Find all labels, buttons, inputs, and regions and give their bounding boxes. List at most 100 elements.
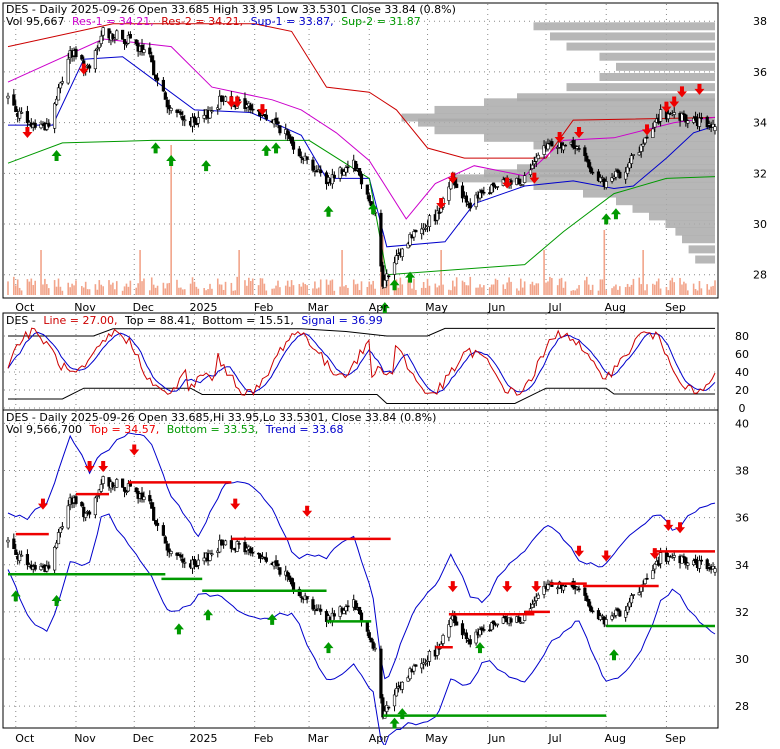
volume-bar [26, 279, 29, 295]
price-candle-body [680, 113, 684, 122]
price-candle-body [202, 115, 206, 119]
trend-sell-arrow [230, 498, 241, 510]
price-candle-body [684, 114, 688, 123]
trend-candle-body [482, 629, 486, 631]
profile-bar [616, 197, 715, 206]
buy-arrow [166, 155, 177, 167]
volume-bar [110, 284, 112, 295]
trend-candle-body [33, 565, 37, 570]
volume-bar [535, 283, 538, 295]
trend-candle-body [693, 558, 698, 563]
profile-bar [682, 235, 715, 244]
price-candle-body [495, 186, 500, 188]
price-candle-body [643, 137, 647, 144]
trend-candle-body [357, 606, 362, 615]
volume-bar [589, 289, 592, 295]
volume-bar [288, 286, 291, 295]
price-y-tick: 32 [753, 167, 767, 180]
trend-candle-body [122, 487, 127, 492]
price-candle-body [587, 159, 591, 168]
trend-candle-body [501, 617, 505, 624]
trend-candle-body [56, 532, 61, 545]
volume-bar [490, 284, 493, 295]
price-candle-body [274, 117, 278, 123]
volume-bar [632, 278, 635, 295]
profile-bar [401, 113, 715, 122]
price-x-tick: Jul [547, 301, 561, 314]
volume-bar [55, 286, 58, 295]
volume-bar [125, 283, 128, 295]
grid-lines [4, 4, 717, 727]
trend-candle-body [449, 618, 453, 627]
volume-bar [401, 284, 404, 295]
price-candle-body [161, 79, 165, 92]
price-candle-body [181, 116, 185, 121]
volume-bar [193, 281, 196, 295]
trend-candle-body [414, 664, 418, 667]
trend-y-tick: 28 [735, 700, 749, 713]
trend-candle-body [53, 546, 57, 571]
trend-candle-body [517, 616, 521, 622]
volume-bar [385, 284, 388, 295]
volume-bar [523, 281, 526, 295]
sell-arrow [22, 126, 33, 138]
trend-candle-body [631, 594, 636, 596]
price-candle-body [408, 234, 412, 246]
volume-bar [84, 281, 87, 295]
volume-bar [42, 284, 44, 295]
volume-bar [302, 282, 305, 295]
volume-bar [492, 284, 495, 295]
trend-candle-body [645, 577, 649, 580]
osc-y-tick: 60 [735, 348, 749, 361]
profile-bar [517, 164, 715, 173]
price-candle-body [637, 152, 641, 156]
volume-bar [141, 281, 143, 295]
price-candle-body [291, 141, 296, 150]
buy-arrow [368, 203, 379, 215]
price-candle-body [165, 99, 169, 108]
price-candle-body [682, 113, 686, 115]
trend-buy-arrow [51, 595, 62, 607]
price-candle-body [289, 136, 294, 144]
volume-bar [479, 284, 481, 295]
trend-candle-body [412, 665, 416, 672]
price-candle-body [598, 177, 603, 182]
price-candle-body [616, 169, 620, 173]
trend-candle-body [80, 501, 84, 507]
volume-bar [708, 289, 710, 295]
profile-bar [616, 62, 715, 71]
volume-bar [232, 290, 235, 295]
volume-bar [261, 278, 264, 295]
price-x-tick: Aug [604, 301, 625, 314]
price-candle-body [249, 104, 253, 111]
price-candle-body [491, 182, 496, 187]
volume-bar [304, 284, 306, 295]
volume-bar [71, 283, 73, 295]
volume-bar [368, 281, 371, 295]
res1-label: Res-1 = 34.21, [72, 15, 154, 28]
trend-candle-body [169, 551, 173, 554]
osc-signal-label: Signal = 36.99 [301, 314, 383, 327]
volume-bar [53, 280, 56, 295]
volume-bar [422, 281, 425, 295]
volume-bar [209, 283, 211, 295]
trend-candle-body [163, 536, 167, 544]
volume-bar [455, 277, 458, 295]
trend-candle-body [598, 615, 603, 620]
price-candle-body [624, 171, 628, 180]
trend-candle-body [6, 539, 10, 543]
price-candle-body [346, 166, 350, 169]
trend-candle-body [140, 492, 144, 500]
volume-bar [424, 287, 427, 295]
sell-arrow [232, 96, 243, 108]
trend-candle-body [542, 585, 546, 595]
volume-bar [98, 280, 101, 295]
trend-candle-body [249, 547, 253, 554]
volume-bar [224, 281, 227, 295]
trend-candle-body [666, 556, 670, 562]
trend-candle-body [373, 647, 377, 650]
price-candle-body [666, 113, 670, 120]
volume-bar [450, 290, 452, 295]
volume-bar [251, 278, 254, 295]
volume-bar [591, 284, 594, 295]
